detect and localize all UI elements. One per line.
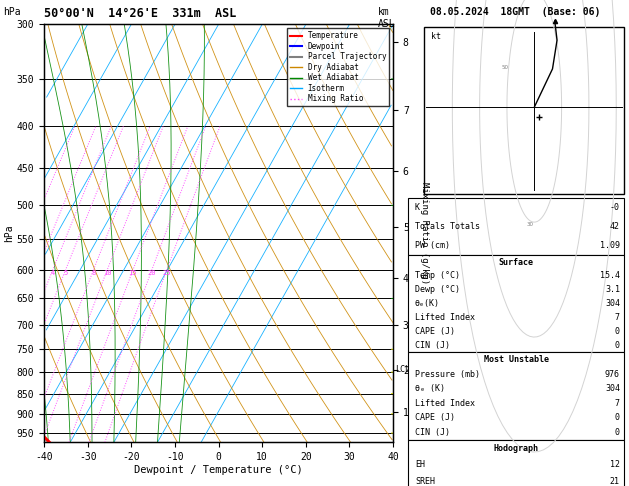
Text: hPa: hPa (3, 7, 21, 17)
Text: θₑ(K): θₑ(K) (415, 299, 440, 308)
Text: 7: 7 (615, 313, 620, 322)
Bar (408, 198, 625, 255)
Text: 7: 7 (615, 399, 620, 408)
Bar (408, 255, 625, 352)
Text: 10: 10 (103, 270, 111, 276)
Text: 3.1: 3.1 (605, 285, 620, 295)
Text: Totals Totals: Totals Totals (415, 222, 480, 231)
Text: 0: 0 (615, 327, 620, 336)
Text: 1.09: 1.09 (600, 241, 620, 250)
Text: 08.05.2024  18GMT  (Base: 06): 08.05.2024 18GMT (Base: 06) (430, 7, 600, 17)
Text: ASL: ASL (377, 19, 395, 30)
Legend: Temperature, Dewpoint, Parcel Trajectory, Dry Adiabat, Wet Adiabat, Isotherm, Mi: Temperature, Dewpoint, Parcel Trajectory… (287, 28, 389, 106)
Text: 0: 0 (615, 428, 620, 437)
Text: 25: 25 (162, 270, 171, 276)
Text: Pressure (mb): Pressure (mb) (415, 370, 480, 379)
Text: Hodograph: Hodograph (494, 444, 539, 452)
Text: SREH: SREH (415, 477, 435, 486)
Text: 30: 30 (526, 222, 533, 227)
Y-axis label: Mixing Ratio (g/kg): Mixing Ratio (g/kg) (420, 182, 429, 284)
Text: 304: 304 (605, 299, 620, 308)
Text: Temp (°C): Temp (°C) (415, 272, 460, 280)
Text: 0: 0 (615, 414, 620, 422)
Bar (408, 440, 625, 486)
Text: PW (cm): PW (cm) (415, 241, 450, 250)
Text: 20: 20 (148, 270, 156, 276)
Text: Lifted Index: Lifted Index (415, 313, 475, 322)
Text: 21: 21 (610, 477, 620, 486)
Text: 42: 42 (610, 222, 620, 231)
Text: -0: -0 (610, 203, 620, 212)
Text: CAPE (J): CAPE (J) (415, 327, 455, 336)
Text: Lifted Index: Lifted Index (415, 399, 475, 408)
Text: 15: 15 (129, 270, 137, 276)
Bar (408, 352, 625, 440)
Text: 50°00'N  14°26'E  331m  ASL: 50°00'N 14°26'E 331m ASL (44, 7, 237, 20)
Text: 304: 304 (605, 384, 620, 393)
Bar (424, 27, 625, 194)
Text: LCL: LCL (395, 365, 410, 374)
Text: θₑ (K): θₑ (K) (415, 384, 445, 393)
Text: 12: 12 (610, 460, 620, 469)
Text: 50: 50 (501, 65, 508, 70)
Text: K: K (415, 203, 420, 212)
Text: CAPE (J): CAPE (J) (415, 414, 455, 422)
Text: EH: EH (415, 460, 425, 469)
Text: 0: 0 (615, 341, 620, 350)
Text: kt: kt (431, 32, 441, 41)
Text: Surface: Surface (499, 258, 534, 267)
Text: Dewp (°C): Dewp (°C) (415, 285, 460, 295)
Text: 8: 8 (91, 270, 96, 276)
Text: 5: 5 (64, 270, 67, 276)
Text: CIN (J): CIN (J) (415, 428, 450, 437)
Text: 15.4: 15.4 (600, 272, 620, 280)
X-axis label: Dewpoint / Temperature (°C): Dewpoint / Temperature (°C) (134, 465, 303, 475)
Text: Most Unstable: Most Unstable (484, 355, 548, 364)
Text: 976: 976 (605, 370, 620, 379)
Text: CIN (J): CIN (J) (415, 341, 450, 350)
Text: km: km (377, 7, 389, 17)
Text: 4: 4 (50, 270, 55, 276)
Y-axis label: hPa: hPa (4, 225, 14, 242)
